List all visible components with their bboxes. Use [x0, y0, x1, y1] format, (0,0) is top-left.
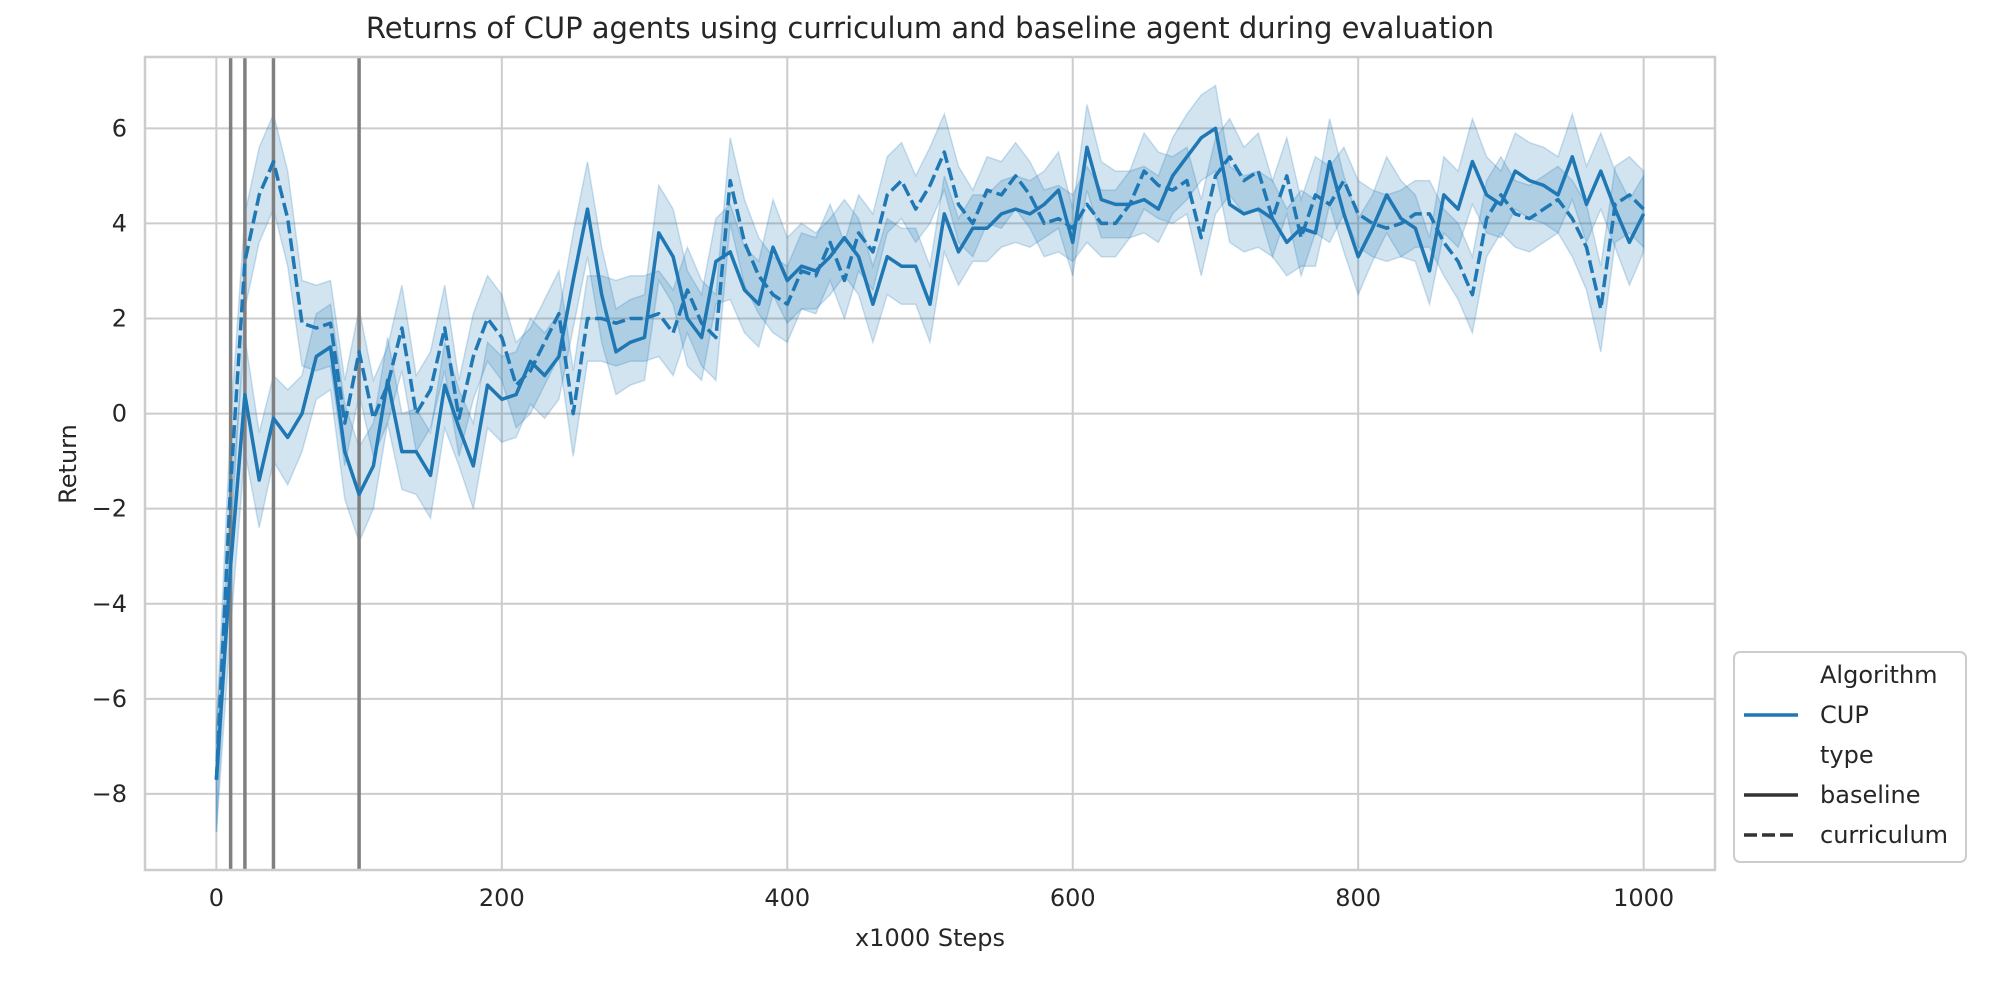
- y-tick-label: −2: [92, 495, 127, 523]
- x-tick-label: 1000: [1613, 884, 1674, 912]
- x-tick-label: 0: [209, 884, 224, 912]
- legend-label: curriculum: [1820, 821, 1948, 849]
- y-tick-label: 6: [112, 114, 127, 142]
- y-tick-label: −8: [92, 780, 127, 808]
- y-axis-label: Return: [54, 424, 82, 504]
- chart-title: Returns of CUP agents using curriculum a…: [366, 11, 1494, 45]
- x-tick-label: 600: [1050, 884, 1096, 912]
- x-axis: 0 200 400 600 800 1000: [209, 884, 1674, 912]
- y-tick-label: −4: [92, 590, 127, 618]
- x-tick-label: 200: [479, 884, 525, 912]
- legend: Algorithm CUP type baseline curriculum: [1733, 651, 1967, 863]
- legend-box: [1733, 651, 1967, 863]
- plot-frame: [143, 55, 1717, 872]
- y-tick-label: 2: [112, 304, 127, 332]
- legend-header: type: [1820, 741, 1874, 769]
- x-axis-label: x1000 Steps: [855, 924, 1005, 952]
- y-tick-label: −6: [92, 685, 127, 713]
- x-tick-label: 400: [764, 884, 810, 912]
- x-tick-label: 800: [1335, 884, 1381, 912]
- band-curriculum: [215, 111, 1645, 833]
- legend-header: Algorithm: [1820, 661, 1938, 689]
- y-axis: −8 −6 −4 −2 0 2 4 6: [92, 114, 127, 808]
- y-tick-label: 4: [112, 209, 127, 237]
- y-tick-label: 0: [112, 400, 127, 428]
- line-curriculum: [214, 150, 1645, 780]
- grid: [145, 57, 1715, 870]
- series-lines: [214, 126, 1646, 780]
- legend-label: CUP: [1820, 701, 1869, 729]
- legend-label: baseline: [1820, 781, 1921, 809]
